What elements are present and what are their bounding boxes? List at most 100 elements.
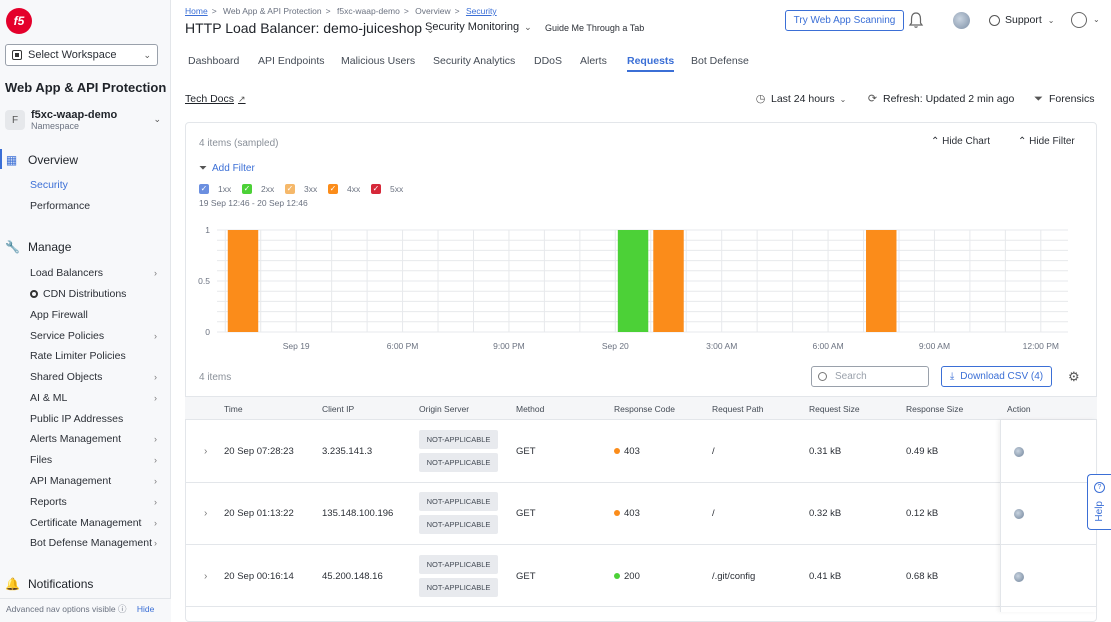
nav-certificate-management[interactable]: Certificate Management ›	[30, 517, 157, 529]
origin-server-tag: NOT-APPLICABLE	[419, 453, 498, 472]
tab-ddos[interactable]: DDoS	[534, 55, 563, 67]
action-globe-icon[interactable]	[1014, 572, 1024, 582]
action-globe-icon[interactable]	[1014, 509, 1024, 519]
legend-label: 2xx	[261, 184, 275, 194]
gear-icon[interactable]: ⚙	[1068, 369, 1080, 384]
table-row[interactable]: › 20 Sep 00:16:14 45.200.148.16 NOT-APPL…	[185, 545, 1097, 607]
nav-overview-performance[interactable]: Performance	[30, 200, 91, 212]
add-filter-button[interactable]: ⏷ Add Filter	[199, 163, 255, 174]
hide-chart-label: Hide Chart	[942, 136, 990, 147]
action-globe-icon[interactable]	[1014, 447, 1024, 457]
breadcrumb-namespace[interactable]: f5xc-waap-demo	[336, 6, 400, 16]
cell-response-code: 403	[614, 508, 640, 519]
sidebar-footer: Advanced nav options visible ⓘ Hide	[0, 598, 171, 622]
nav-app-firewall[interactable]: App Firewall	[30, 309, 157, 321]
nav-overview-security[interactable]: Security	[30, 179, 68, 191]
response-code-value: 200	[624, 571, 640, 582]
cdn-icon	[30, 290, 38, 298]
bar-2xx	[617, 230, 649, 332]
download-icon: ⤓	[949, 371, 955, 382]
expand-row-icon[interactable]: ›	[204, 508, 208, 519]
chevron-right-icon: ›	[154, 372, 157, 382]
forensics-button[interactable]: ⏷ Forensics	[1033, 93, 1094, 105]
table-row[interactable]: › 20 Sep 01:13:22 135.148.100.196 NOT-AP…	[185, 483, 1097, 545]
expand-row-icon[interactable]: ›	[204, 571, 208, 582]
globe-icon[interactable]	[953, 12, 970, 29]
nav-overview[interactable]: ▦ Overview	[5, 152, 78, 168]
tech-docs-link[interactable]: Tech Docs ↗	[185, 93, 246, 105]
nav-load-balancers[interactable]: Load Balancers ›	[30, 267, 157, 279]
nav-cdn-distributions[interactable]: CDN Distributions	[30, 288, 157, 300]
page-title[interactable]: HTTP Load Balancer: demo-juiceshop ⌄	[185, 20, 434, 36]
download-csv-button[interactable]: ⤓ Download CSV (4)	[941, 366, 1052, 387]
bell-icon[interactable]	[907, 11, 925, 29]
legend-item-3xx[interactable]: ✓ 3xx	[285, 184, 317, 194]
nav-manage[interactable]: 🔧 Manage	[5, 240, 71, 254]
nav-item-label: Bot Defense Management	[30, 537, 152, 549]
timeframe-selector[interactable]: ◷ Last 24 hours ⌄	[755, 93, 847, 105]
nav-shared-objects[interactable]: Shared Objects ›	[30, 371, 157, 383]
tab-dashboard[interactable]: Dashboard	[188, 55, 240, 67]
f5-logo[interactable]: f5	[6, 8, 32, 34]
nav-item-label: Load Balancers	[30, 267, 103, 279]
support-menu[interactable]: Support ⌄	[989, 14, 1054, 26]
column-header-origin-server[interactable]: Origin Server	[419, 404, 470, 414]
table-row[interactable]: › 20 Sep 07:28:23 3.235.141.3 NOT-APPLIC…	[185, 421, 1097, 483]
nav-service-policies[interactable]: Service Policies ›	[30, 330, 157, 342]
legend-item-4xx[interactable]: ✓ 4xx	[328, 184, 360, 194]
column-header-client-ip[interactable]: Client IP	[322, 404, 355, 414]
search-input[interactable]: Search	[811, 366, 929, 387]
chevron-down-icon[interactable]: ⌄	[1093, 15, 1100, 24]
tab-requests[interactable]: Requests	[627, 55, 675, 72]
column-header-request-path[interactable]: Request Path	[712, 404, 764, 414]
column-header-response-code[interactable]: Response Code	[614, 404, 675, 414]
column-header-time[interactable]: Time	[224, 404, 243, 414]
hide-filter-button[interactable]: ⌃ Hide Filter	[1018, 136, 1075, 147]
breadcrumb-waap[interactable]: Web App & API Protection	[223, 6, 322, 16]
nav-item-label: AI & ML	[30, 392, 68, 404]
legend-item-5xx[interactable]: ✓ 5xx	[371, 184, 403, 194]
tab-malicious-users[interactable]: Malicious Users	[341, 55, 416, 67]
legend-item-1xx[interactable]: ✓ 1xx	[199, 184, 231, 194]
column-header-response-size[interactable]: Response Size	[906, 404, 964, 414]
chevron-right-icon: ›	[154, 497, 157, 507]
help-tab[interactable]: ? Help	[1087, 474, 1111, 530]
column-header-method[interactable]: Method	[516, 404, 545, 414]
nav-rate-limiter-policies[interactable]: Rate Limiter Policies	[30, 350, 157, 362]
nav-ai-ml[interactable]: AI & ML ›	[30, 392, 157, 404]
support-icon	[989, 14, 1000, 26]
cell-response-size: 0.12 kB	[906, 508, 939, 519]
refresh-icon: ⟳	[867, 92, 878, 105]
expand-row-icon[interactable]: ›	[204, 446, 208, 457]
nav-public-ip-addresses[interactable]: Public IP Addresses	[30, 413, 157, 425]
tab-bot-defense[interactable]: Bot Defense	[691, 55, 749, 67]
security-monitoring-dropdown[interactable]: Security Monitoring ⌄	[425, 21, 532, 33]
refresh-button[interactable]: ⟳ Refresh: Updated 2 min ago	[867, 93, 1014, 105]
nav-bot-defense-management[interactable]: Bot Defense Management ›	[30, 537, 157, 549]
hide-advanced-nav-link[interactable]: Hide	[136, 604, 155, 614]
namespace-selector[interactable]: F f5xc-waap-demo Namespace ⌄	[5, 105, 165, 135]
chevron-right-icon: ›	[154, 476, 157, 486]
tab-alerts[interactable]: Alerts	[580, 55, 607, 67]
tab-security-analytics[interactable]: Security Analytics	[433, 55, 516, 67]
hide-chart-button[interactable]: ⌃ Hide Chart	[931, 136, 990, 147]
column-header-request-size[interactable]: Request Size	[809, 404, 860, 414]
external-link-icon: ↗	[238, 94, 246, 104]
workspace-select[interactable]: Select Workspace ⌄	[5, 44, 158, 66]
nav-files[interactable]: Files ›	[30, 454, 157, 466]
chevron-down-icon: ⌄	[143, 49, 151, 60]
guide-me-link[interactable]: Guide Me Through a Tab	[545, 23, 645, 33]
breadcrumb-security[interactable]: Security	[465, 6, 497, 16]
nav-api-management[interactable]: API Management ›	[30, 475, 157, 487]
nav-alerts-management[interactable]: Alerts Management ›	[30, 433, 157, 445]
user-avatar-icon[interactable]	[1071, 12, 1087, 28]
legend-item-2xx[interactable]: ✓ 2xx	[242, 184, 274, 194]
tab-api-endpoints[interactable]: API Endpoints	[258, 55, 325, 67]
nav-item-label: App Firewall	[30, 309, 88, 321]
nav-notifications[interactable]: 🔔 Notifications	[5, 577, 93, 591]
try-web-app-scanning-button[interactable]: Try Web App Scanning	[785, 10, 904, 31]
breadcrumb-home[interactable]: Home	[185, 6, 208, 16]
response-code-value: 403	[624, 446, 640, 457]
breadcrumb-overview[interactable]: Overview	[415, 6, 451, 16]
nav-reports[interactable]: Reports ›	[30, 496, 157, 508]
